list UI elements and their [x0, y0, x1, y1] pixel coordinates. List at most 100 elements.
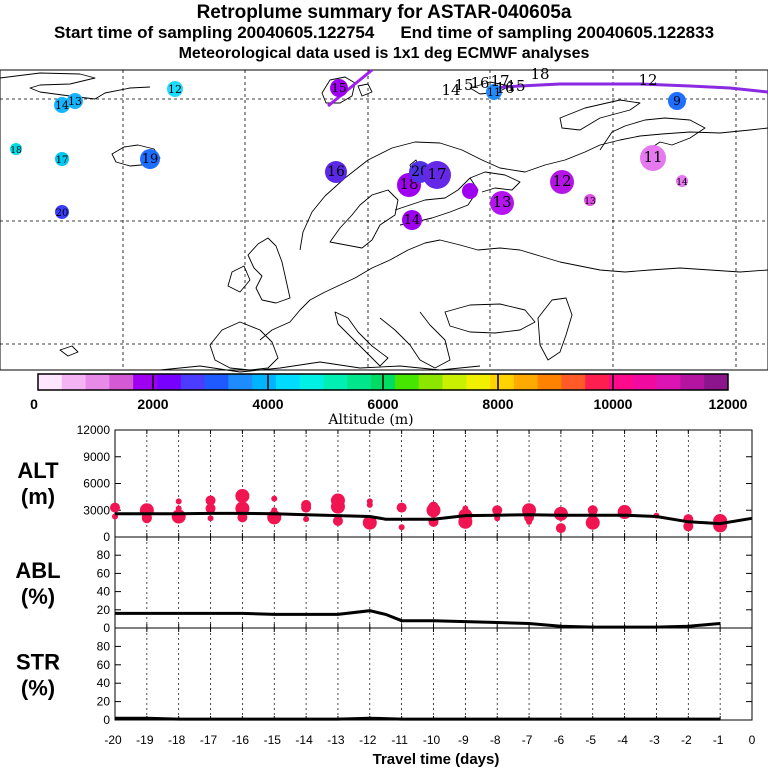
colorbar-swatch — [85, 374, 110, 390]
colorbar-swatch — [109, 374, 134, 390]
colorbar-swatch — [418, 374, 443, 390]
colorbar-swatch — [275, 374, 301, 390]
map-marker — [462, 183, 478, 199]
colorbar-swatch — [252, 374, 277, 390]
x-tick-label: -13 — [327, 733, 345, 747]
trajectory-tracks — [327, 68, 768, 108]
alt-point — [235, 488, 250, 503]
time-panels: 120009000600030000ALT(m)806040200ABL(%)8… — [15, 423, 755, 768]
x-tick-label: -11 — [391, 733, 408, 747]
map-marker — [54, 97, 70, 113]
colorbar-swatch — [347, 374, 372, 390]
map-marker — [55, 205, 69, 219]
map-marker — [55, 152, 69, 166]
met-data-label: Meteorological data used is 1x1 deg ECMW… — [178, 45, 590, 62]
map-marker-label: 13 — [584, 197, 596, 207]
alt-point — [207, 515, 214, 522]
map-marker-label: 14 — [55, 99, 69, 112]
x-tick-label: -2 — [681, 733, 692, 747]
y-tick-label: 40 — [97, 676, 111, 690]
colorbar-swatch — [180, 374, 206, 390]
y-tick-label: 12000 — [77, 423, 111, 437]
abl-panel: 80 60 40 20 0 ABL(%) — [15, 536, 753, 635]
map-marker-label: 20 — [56, 208, 69, 219]
y-tick-label: 80 — [97, 639, 111, 653]
colorbar-swatch — [466, 374, 491, 390]
track-label: 17 — [490, 72, 509, 90]
colorbar-swatch — [38, 374, 63, 390]
x-tick-label: -3 — [649, 733, 660, 747]
alt-point — [330, 493, 345, 508]
map-marker-label: 17 — [56, 155, 69, 166]
map-marker — [423, 161, 451, 189]
x-tick-label: -9 — [458, 733, 469, 747]
colorbar-tick-label: 4000 — [252, 396, 283, 412]
colorbar-swatch — [490, 374, 515, 390]
alt-point — [526, 518, 533, 525]
colorbar-swatch — [228, 374, 253, 390]
alt-point — [396, 502, 407, 513]
track-label: 15 — [506, 77, 525, 95]
map-marker — [167, 81, 183, 97]
x-tick-label: -5 — [585, 733, 596, 747]
panel-unit: (m) — [21, 484, 55, 509]
x-tick-label: 0 — [749, 733, 756, 747]
alt-point — [175, 498, 182, 505]
colorbar-swatch — [680, 374, 705, 390]
track-label: 18 — [530, 65, 549, 83]
colorbar-swatch — [61, 374, 87, 390]
alt-point — [171, 509, 186, 524]
x-tick-label: -19 — [136, 733, 154, 747]
y-tick-label: 20 — [97, 695, 111, 709]
track-blue — [489, 82, 768, 94]
colorbar-swatch — [609, 374, 634, 390]
track-label: 12 — [638, 71, 657, 89]
map-marker — [490, 191, 514, 215]
x-tick-label: -12 — [359, 733, 377, 747]
colorbar-swatch — [561, 374, 586, 390]
alt-line — [115, 511, 753, 526]
alt-point — [428, 501, 439, 512]
colorbar-tick-label: 8000 — [482, 396, 513, 412]
colorbar-swatch — [537, 374, 562, 390]
alt-point — [110, 502, 120, 513]
x-tick-label: -4 — [617, 733, 628, 747]
map-marker-label: 12 — [168, 83, 182, 96]
map-marker — [140, 149, 160, 169]
panel-unit: (%) — [21, 675, 55, 700]
y-tick-label: 60 — [97, 566, 111, 580]
map-marker-label: 15 — [331, 81, 346, 95]
map-marker — [550, 170, 574, 194]
map-marker — [584, 194, 596, 206]
map-marker-label: 14 — [404, 213, 421, 228]
panel-title: ABL — [15, 558, 60, 583]
colorbar-tick-label: 6000 — [367, 396, 398, 412]
abl-line — [115, 609, 721, 629]
track-label: 16 — [470, 74, 489, 92]
map-marker — [486, 84, 502, 100]
alt-point — [271, 495, 278, 502]
x-axis-label: Travel time (days) — [373, 751, 500, 768]
map-marker — [676, 175, 688, 187]
x-tick-label: -17 — [200, 733, 218, 747]
map-grid — [0, 70, 768, 370]
colorbar-tick-label: 0 — [30, 396, 38, 412]
alt-point — [205, 503, 216, 514]
map-marker-label: 11 — [643, 148, 662, 166]
colorbar-swatch — [704, 374, 729, 390]
map-marker-label: 14 — [676, 178, 688, 188]
track-label: 16 — [495, 79, 514, 97]
alt-point — [362, 515, 377, 530]
alt-point — [366, 498, 373, 505]
y-tick-label: 80 — [97, 548, 111, 562]
panel-unit: (%) — [21, 584, 55, 609]
colorbar-swatch — [394, 374, 420, 390]
alt-point — [494, 515, 501, 522]
x-tick-label: -16 — [232, 733, 250, 747]
x-tick-label: -7 — [522, 733, 533, 747]
alt-point — [683, 521, 694, 532]
x-tick-label: -6 — [554, 733, 565, 747]
colorbar-tick-label: 12000 — [709, 396, 748, 412]
str-line — [115, 716, 721, 721]
